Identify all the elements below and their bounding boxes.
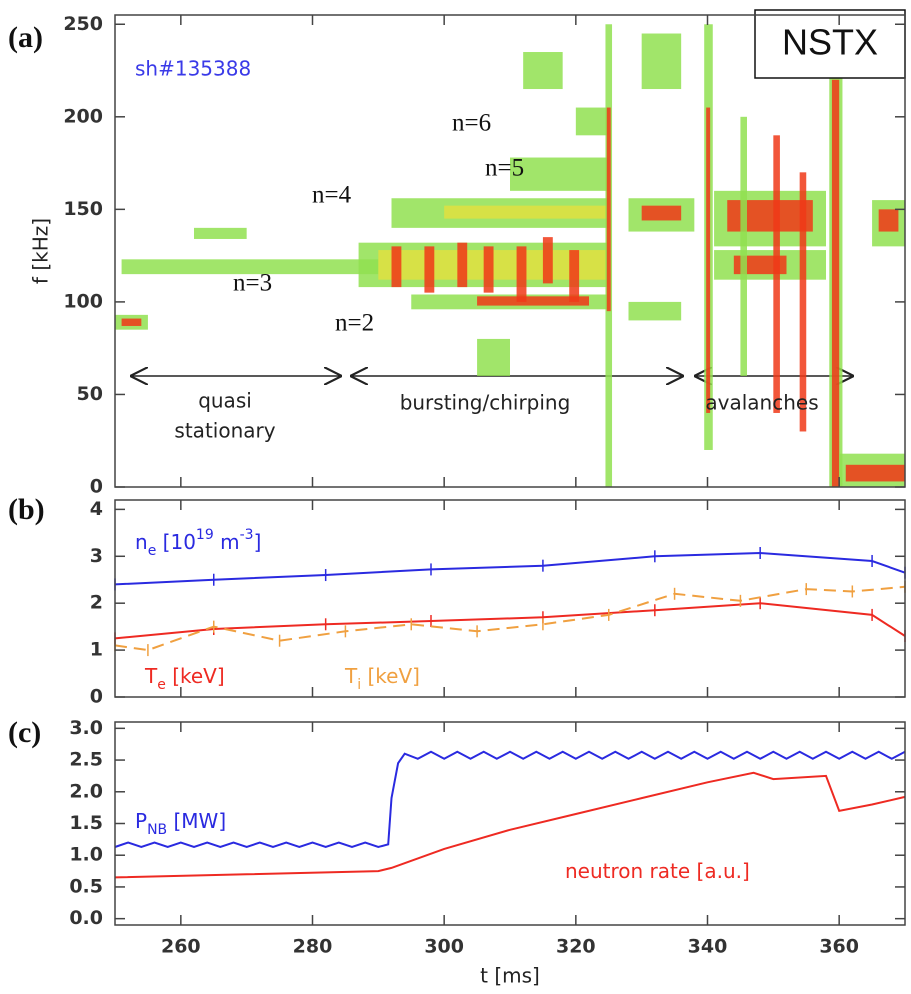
y-tick-label: 1.5 — [69, 812, 103, 834]
y-tick-label: 3 — [90, 545, 103, 567]
label-part: T — [144, 664, 158, 688]
label-part: e — [148, 543, 157, 559]
label-part: T — [344, 664, 358, 688]
spectral-feature — [444, 205, 609, 219]
spectral-feature — [569, 250, 580, 302]
x-tick-label: 300 — [424, 936, 464, 958]
spectral-feature — [740, 116, 747, 376]
y-tick-label: 150 — [63, 198, 103, 220]
series-label: neutron rate [a.u.] — [565, 859, 750, 883]
annotation: n=3 — [233, 270, 272, 297]
y-axis-label: f [kHz] — [29, 218, 53, 284]
annotation: n=2 — [335, 310, 374, 337]
y-tick-label: 0 — [90, 476, 103, 498]
spectral-feature — [523, 52, 563, 90]
spectral-feature — [121, 318, 142, 326]
label-part: [keV] — [361, 664, 420, 688]
spectral-feature — [194, 227, 247, 239]
y-tick-label: 3.0 — [69, 717, 103, 739]
label-part: neutron rate [a.u.] — [565, 859, 750, 883]
badge-box — [754, 9, 906, 79]
y-tick-label: 250 — [63, 13, 103, 35]
y-tick-label: 100 — [63, 290, 103, 312]
label-part: [MW] — [167, 809, 226, 833]
label-part: ] — [254, 530, 262, 554]
spectral-feature — [706, 107, 711, 413]
series-label: Te [keV] — [144, 664, 225, 694]
y-tick-label: 200 — [63, 105, 103, 127]
series-line — [114, 602, 906, 640]
annotation: n=4 — [312, 182, 352, 209]
spectral-feature — [391, 246, 402, 288]
spectral-feature — [542, 237, 553, 284]
spectral-feature — [516, 246, 527, 302]
y-tick-label: 1 — [90, 639, 103, 661]
spectral-feature — [845, 464, 905, 482]
series-line — [114, 585, 906, 652]
label-part: m — [214, 530, 240, 554]
y-tick-label: 0.0 — [69, 907, 103, 929]
annotation: n=6 — [452, 110, 491, 137]
spectral-feature — [878, 209, 899, 232]
y-tick-label: 2.5 — [69, 749, 103, 771]
x-tick-label: 260 — [161, 936, 201, 958]
spectral-feature — [477, 338, 510, 376]
label-part: [keV] — [166, 664, 225, 688]
label-part: 19 — [196, 527, 214, 543]
phase-label: stationary — [174, 419, 275, 443]
spectral-feature — [457, 242, 468, 288]
x-tick-label: 320 — [556, 936, 596, 958]
spectral-feature — [483, 246, 494, 293]
badge: NSTX — [782, 22, 878, 63]
x-tick-label: 360 — [819, 936, 859, 958]
series-line — [114, 771, 906, 879]
spectral-feature — [628, 301, 682, 321]
x-tick-label: 280 — [293, 936, 333, 958]
y-tick-label: 2 — [90, 592, 103, 614]
x-tick-label: 340 — [688, 936, 728, 958]
spectral-feature — [575, 107, 609, 136]
label-part: [10 — [156, 530, 196, 554]
spectral-feature — [121, 259, 379, 275]
label-part: e — [157, 677, 166, 693]
spectral-feature — [799, 172, 807, 432]
plot-frame — [114, 499, 906, 698]
spectral-feature — [641, 205, 682, 221]
phase-label: bursting/chirping — [400, 391, 571, 415]
panel-label: (a) — [8, 21, 43, 54]
series-line — [114, 551, 906, 586]
annotation: sh#135388 — [135, 57, 251, 81]
panel-label: (c) — [8, 716, 41, 749]
phase-label: avalanches — [705, 391, 818, 415]
y-tick-label: 0 — [90, 686, 103, 708]
spectral-feature — [831, 79, 840, 488]
spectral-feature — [477, 296, 589, 306]
spectral-feature — [424, 246, 435, 293]
spectral-feature — [773, 135, 780, 413]
spectral-feature — [641, 33, 682, 90]
label-part: P — [135, 809, 147, 833]
y-tick-label: 2.0 — [69, 780, 103, 802]
y-tick-label: 1.0 — [69, 844, 103, 866]
series-label: PNB [MW] — [135, 809, 226, 839]
y-tick-label: 4 — [90, 498, 103, 520]
series-line — [114, 750, 906, 849]
annotation: n=5 — [485, 155, 524, 182]
label-part: i — [357, 677, 361, 693]
series-label: Ti [keV] — [344, 664, 420, 694]
spectral-feature — [606, 107, 611, 312]
x-axis-label: t [ms] — [480, 964, 540, 988]
y-tick-label: 50 — [77, 383, 103, 405]
plot-frame — [114, 14, 906, 488]
spectral-feature — [510, 157, 609, 191]
panel-label: (b) — [8, 493, 45, 526]
label-part: n — [135, 530, 148, 554]
series-label: ne [1019 m-3] — [135, 527, 261, 559]
y-tick-label: 0.5 — [69, 875, 103, 897]
phase-label: quasi — [198, 389, 252, 413]
label-part: NB — [147, 822, 167, 838]
label-part: -3 — [240, 527, 254, 543]
